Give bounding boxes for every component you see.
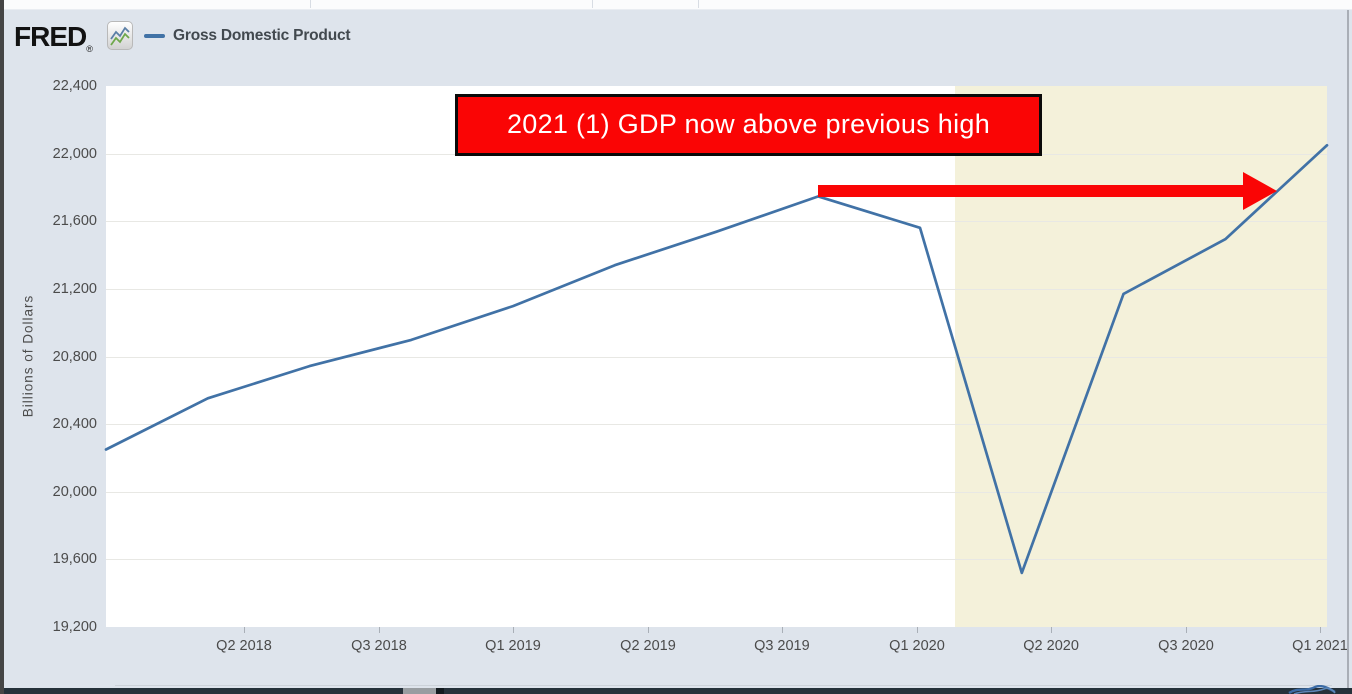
x-tick-mark xyxy=(379,627,380,633)
gridline xyxy=(106,424,1327,426)
x-tick-label: Q2 2020 xyxy=(1023,638,1079,654)
y-tick-label: 21,600 xyxy=(52,213,97,230)
wave-icon xyxy=(1288,682,1336,694)
chart-header: FRED® Gross Domestic Product xyxy=(4,10,1347,66)
annotation-callout: 2021 (1) GDP now above previous high xyxy=(455,94,1042,156)
gridline xyxy=(106,221,1327,223)
red-arrow-head xyxy=(1243,172,1277,210)
tab-divider xyxy=(592,0,593,8)
tab-divider xyxy=(698,0,699,8)
legend-label: Gross Domestic Product xyxy=(173,27,351,44)
y-tick-label: 20,800 xyxy=(52,348,97,365)
x-tick-mark xyxy=(1051,627,1053,633)
x-tick-label: Q3 2019 xyxy=(754,638,810,654)
fred-logo[interactable]: FRED® xyxy=(14,21,93,54)
window-right-edge xyxy=(1347,10,1349,688)
x-tick-label: Q1 2021 xyxy=(1292,638,1348,654)
x-tick-label: Q2 2019 xyxy=(620,638,676,654)
legend: Gross Domestic Product xyxy=(144,24,351,48)
x-tick-mark xyxy=(917,627,918,633)
tab-divider xyxy=(310,0,311,8)
x-tick-mark xyxy=(244,627,245,633)
scrollbar-gap xyxy=(436,688,444,694)
gridline xyxy=(106,491,1327,493)
y-tick-label: 22,000 xyxy=(52,145,97,162)
gdp-line-series xyxy=(104,143,1329,575)
x-tick-label: Q1 2019 xyxy=(485,638,541,654)
y-tick-label: 20,000 xyxy=(52,483,97,500)
chart-bottom-divider xyxy=(115,685,1332,686)
y-tick-label: 19,200 xyxy=(52,619,97,635)
gridline xyxy=(106,356,1327,358)
scrollbar-thumb[interactable] xyxy=(403,688,436,694)
plot-area[interactable] xyxy=(104,86,1329,627)
y-tick-label: 20,400 xyxy=(52,416,97,433)
y-tick-label: 21,200 xyxy=(52,280,97,297)
x-tick-mark xyxy=(1186,627,1187,633)
x-tick-mark xyxy=(513,627,514,633)
registered-mark: ® xyxy=(86,44,93,54)
y-axis-tick-labels: 19,200 19,600 20,000 20,400 20,800 21,200 21,6… xyxy=(0,0,97,694)
bottom-scrollbar[interactable] xyxy=(0,688,1352,694)
y-tick-label: 22,400 xyxy=(52,78,97,94)
fred-logo-text: FRED xyxy=(14,21,87,52)
x-tick-mark xyxy=(781,627,783,633)
red-arrow-shaft xyxy=(818,185,1243,197)
x-tick-mark xyxy=(648,627,649,633)
window-left-border xyxy=(0,0,4,694)
x-axis: Q2 2018 Q3 2018 Q1 2019 Q2 2019 Q3 2019 Q1 20… xyxy=(106,627,1348,672)
x-tick-label: Q3 2018 xyxy=(351,638,407,654)
x-tick-label: Q2 2018 xyxy=(216,638,272,654)
gridline xyxy=(106,288,1327,290)
x-tick-mark xyxy=(1320,627,1321,633)
legend-line-swatch xyxy=(144,34,165,38)
browser-top-strip xyxy=(4,0,1352,10)
fred-sparkline-icon xyxy=(107,21,133,50)
x-tick-label: Q3 2020 xyxy=(1158,638,1214,654)
y-tick-label: 19,600 xyxy=(52,551,97,568)
x-tick-label: Q1 2020 xyxy=(889,638,945,654)
gridline xyxy=(106,559,1327,561)
